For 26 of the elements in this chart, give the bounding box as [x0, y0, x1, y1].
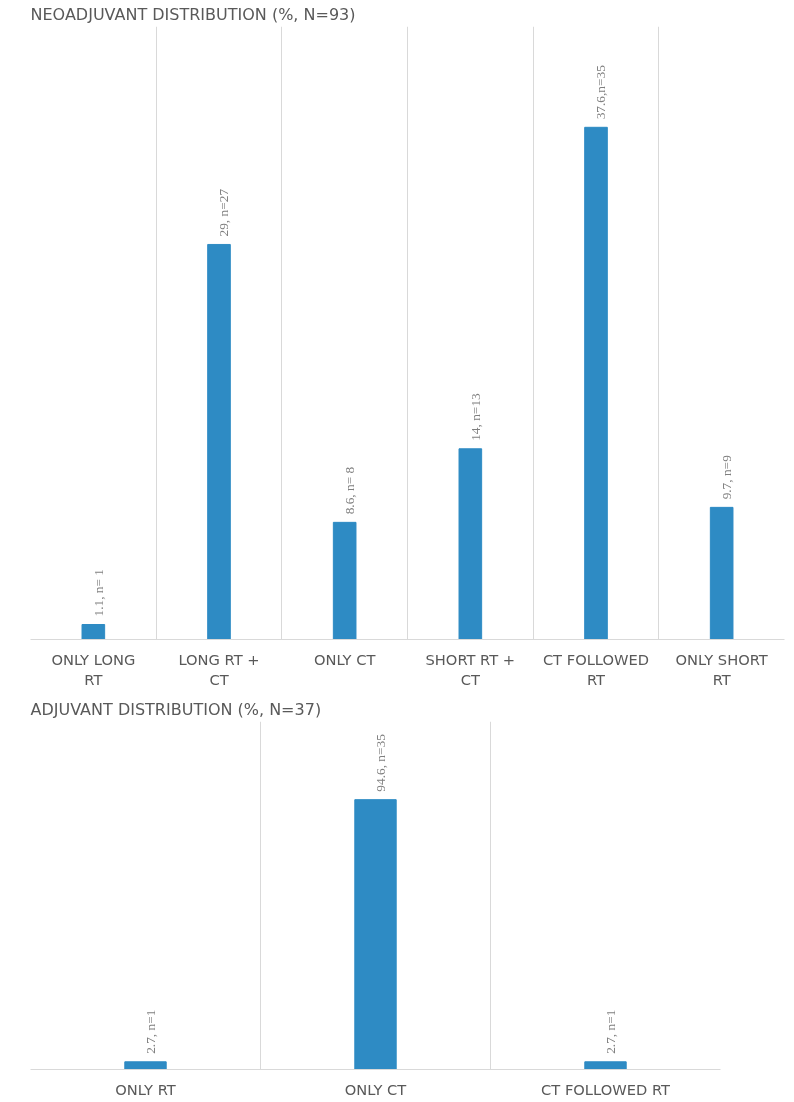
- data-label: 2.7, n=1: [143, 1009, 158, 1054]
- x-tick-label: ONLY RT: [115, 1080, 176, 1098]
- x-tick-label: SHORT RT + CT: [425, 650, 516, 688]
- x-tick-label: ONLY LONG RT: [51, 650, 136, 688]
- data-label: 9.7, n=9: [719, 454, 735, 500]
- x-tick-label: CT FOLLOWED RT: [541, 1080, 671, 1098]
- bar: [81, 624, 106, 640]
- data-label: 14, n=13: [467, 392, 483, 441]
- chart-title: ADJUVANT DISTRIBUTION (%, N=37): [30, 700, 322, 719]
- data-label: 8.6, n= 8: [342, 466, 358, 515]
- data-label: 37.6,n=35: [593, 64, 609, 120]
- data-label: 29, n=27: [216, 188, 232, 237]
- bar: [332, 521, 357, 640]
- data-label: 94.6, n=35: [373, 733, 388, 792]
- x-tick-label: ONLY CT: [344, 1080, 407, 1098]
- bar: [207, 243, 231, 640]
- x-tick-label: ONLY CT: [313, 650, 376, 668]
- x-tick-label: LONG RT + CT: [178, 650, 260, 688]
- data-label: 1.1, n= 1: [90, 569, 106, 617]
- x-tick-label: ONLY SHORT RT: [675, 650, 768, 688]
- data-label: 2.7, n=1: [603, 1009, 618, 1054]
- bar: [584, 126, 608, 640]
- bar: [709, 506, 734, 640]
- x-tick-label: CT FOLLOWED RT: [542, 650, 650, 688]
- chart-title: NEOADJUVANT DISTRIBUTION (%, N=93): [30, 5, 356, 24]
- bar: [458, 448, 483, 640]
